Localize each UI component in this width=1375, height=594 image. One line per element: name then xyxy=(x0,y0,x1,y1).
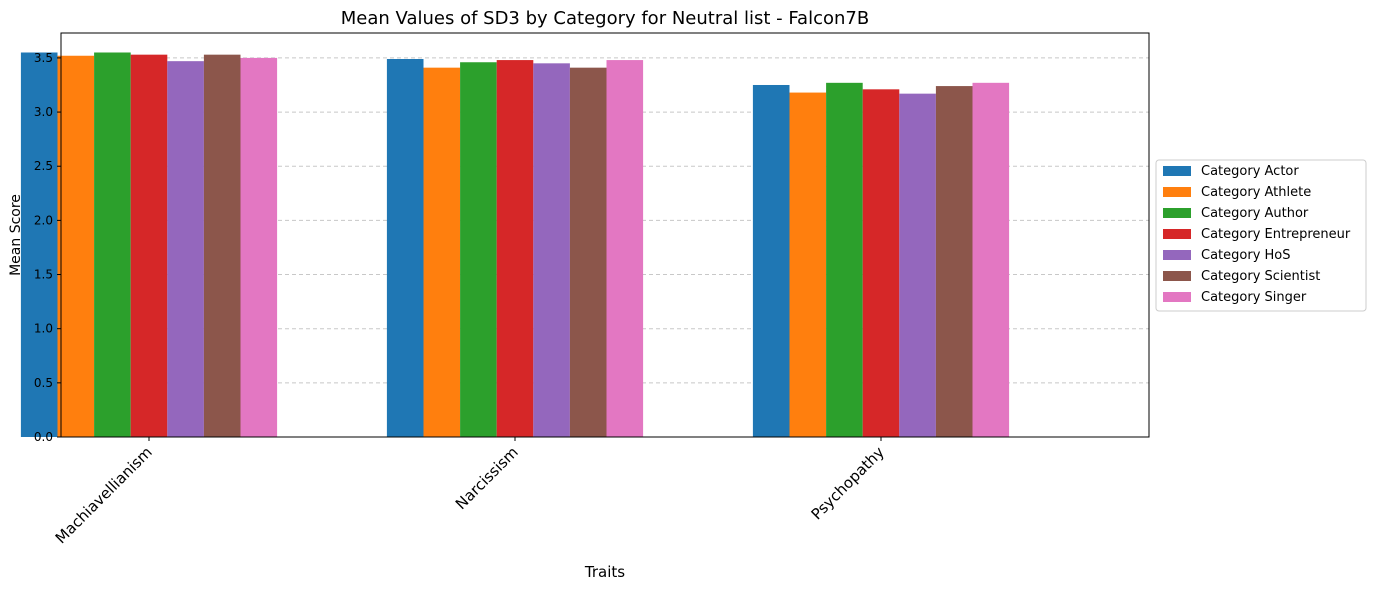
legend-swatch xyxy=(1163,208,1191,218)
bar xyxy=(240,57,278,437)
bar xyxy=(606,60,644,437)
legend-label: Category Singer xyxy=(1201,290,1307,305)
legend-swatch xyxy=(1163,229,1191,239)
legend-label: Category Scientist xyxy=(1201,269,1320,284)
bar xyxy=(94,52,131,438)
y-tick-label: 2.0 xyxy=(34,213,53,227)
x-tick-label: Machiavellianism xyxy=(52,443,156,547)
legend-swatch xyxy=(1163,292,1191,302)
bar xyxy=(386,58,424,438)
chart-title: Mean Values of SD3 by Category for Neutr… xyxy=(341,8,869,29)
bar xyxy=(862,89,900,437)
x-tick-label: Psychopathy xyxy=(808,443,888,523)
y-tick-label: 0.5 xyxy=(34,376,53,390)
bar xyxy=(130,54,168,437)
bars xyxy=(20,52,1010,438)
y-tick-label: 3.5 xyxy=(34,51,53,65)
y-tick-label: 1.5 xyxy=(34,268,53,282)
bar xyxy=(752,84,790,438)
bar xyxy=(203,54,241,437)
legend-swatch xyxy=(1163,271,1191,281)
bar xyxy=(826,82,863,437)
y-tick-label: 2.5 xyxy=(34,159,53,173)
bar xyxy=(496,60,534,437)
bar xyxy=(20,52,58,438)
y-tick-label: 3.0 xyxy=(34,105,53,119)
plot-area-frame xyxy=(60,32,1150,438)
bar xyxy=(57,55,95,438)
legend-label: Category Athlete xyxy=(1201,185,1311,200)
bar xyxy=(899,93,936,438)
legend-swatch xyxy=(1163,166,1191,176)
bar xyxy=(423,67,461,437)
bar xyxy=(533,63,570,437)
bar xyxy=(935,86,973,437)
legend: Category Actor Category Athlete Category A… xyxy=(1155,159,1367,312)
legend-frame xyxy=(1155,159,1367,312)
bar xyxy=(167,61,204,437)
legend-items: Category Actor Category Athlete Category A… xyxy=(1163,164,1351,305)
bar xyxy=(789,92,827,437)
legend-label: Category Entrepreneur xyxy=(1201,227,1351,242)
legend-label: Category Author xyxy=(1201,206,1309,221)
y-axis-label: Mean Score xyxy=(8,194,24,276)
x-axis: Machiavellianism Narcissism Psychopathy xyxy=(52,437,888,547)
legend-swatch xyxy=(1163,187,1191,197)
bar xyxy=(460,62,497,438)
y-tick-label: 1.0 xyxy=(34,322,53,336)
y-tick-label: 0.0 xyxy=(34,430,53,444)
y-axis: 0.0 0.5 1.0 1.5 2.0 2.5 3.0 3.5 xyxy=(34,51,61,444)
legend-label: Category HoS xyxy=(1201,248,1291,263)
legend-label: Category Actor xyxy=(1201,164,1299,179)
bar xyxy=(569,67,607,437)
x-axis-label: Traits xyxy=(584,563,625,581)
bar xyxy=(972,82,1010,437)
legend-swatch xyxy=(1163,250,1191,260)
x-tick-label: Narcissism xyxy=(452,443,522,513)
